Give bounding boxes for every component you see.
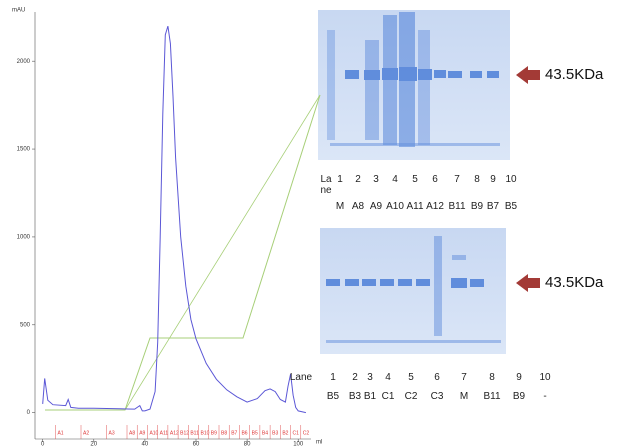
fraction-label: A10 [149,430,158,436]
lane-number: 8 [480,372,504,383]
lane-header: Lane [287,372,315,383]
arrow [516,66,540,84]
arrow [516,274,540,292]
fraction-label: B12 [180,430,189,436]
x-tick-label: 40 [142,442,149,448]
y-tick-label: 2000 [17,59,31,65]
fraction-label: A2 [83,430,89,436]
y-tick-label: 1000 [17,234,31,240]
lane-number: 10 [499,174,523,185]
sample-label: - [533,391,557,402]
fraction-label: B9 [211,430,217,436]
lane-number: 1 [321,372,345,383]
sample-label: C2 [399,391,423,402]
fraction-label: B3 [272,430,278,436]
fraction-label: C2 [303,430,310,436]
sample-label: B11 [480,391,504,402]
fraction-label: B11 [190,430,199,436]
fraction-label: B5 [252,430,258,436]
y-tick-label: 500 [20,322,31,328]
fraction-label: A8 [129,430,135,436]
fraction-label: A9 [139,430,145,436]
sample-label: B5 [499,201,523,212]
fraction-label: C1 [293,430,300,436]
fraction-label: A1 [57,430,63,436]
sample-label: A12 [423,201,447,212]
fraction-label: B2 [282,430,288,436]
fraction-label: B8 [221,430,227,436]
lane-number: 10 [533,372,557,383]
x-tick-label: 20 [90,442,97,448]
x-tick-label: 60 [193,442,200,448]
fraction-label: B4 [262,430,268,436]
connector [125,95,320,410]
fraction-label: A3 [109,430,115,436]
fraction-label: B7 [231,430,237,436]
lane-number: 9 [507,372,531,383]
gel-image [320,228,506,354]
fraction-label: A12 [170,430,179,436]
y-tick-label: 0 [27,410,31,416]
y-tick-label: 1500 [17,147,31,153]
marker-label: 43.5KDa [545,274,603,291]
lane-number: 7 [452,372,476,383]
lane-number: 5 [399,372,423,383]
figure: mAU ml 0 500 1000 1500 2000 0 20 40 60 80 100 A1 A2 A… [0,0,619,448]
fraction-label: B10 [201,430,210,436]
trace [43,26,306,413]
x-tick-label: 80 [244,442,251,448]
sample-label: C1 [376,391,400,402]
x-tick-label: 100 [293,442,304,448]
x-axis-title: ml [316,440,322,446]
marker-label: 43.5KDa [545,66,603,83]
lane-number: 4 [376,372,400,383]
fraction-label: A11 [160,430,169,436]
sample-label: C3 [425,391,449,402]
x-tick-label: 0 [41,442,45,448]
lane-number: 6 [423,174,447,185]
fraction-label: B6 [241,430,247,436]
sample-label: M [452,391,476,402]
sample-label: B9 [507,391,531,402]
y-axis-title: mAU [12,8,25,14]
sample-label: B5 [321,391,345,402]
lane-number: 6 [425,372,449,383]
